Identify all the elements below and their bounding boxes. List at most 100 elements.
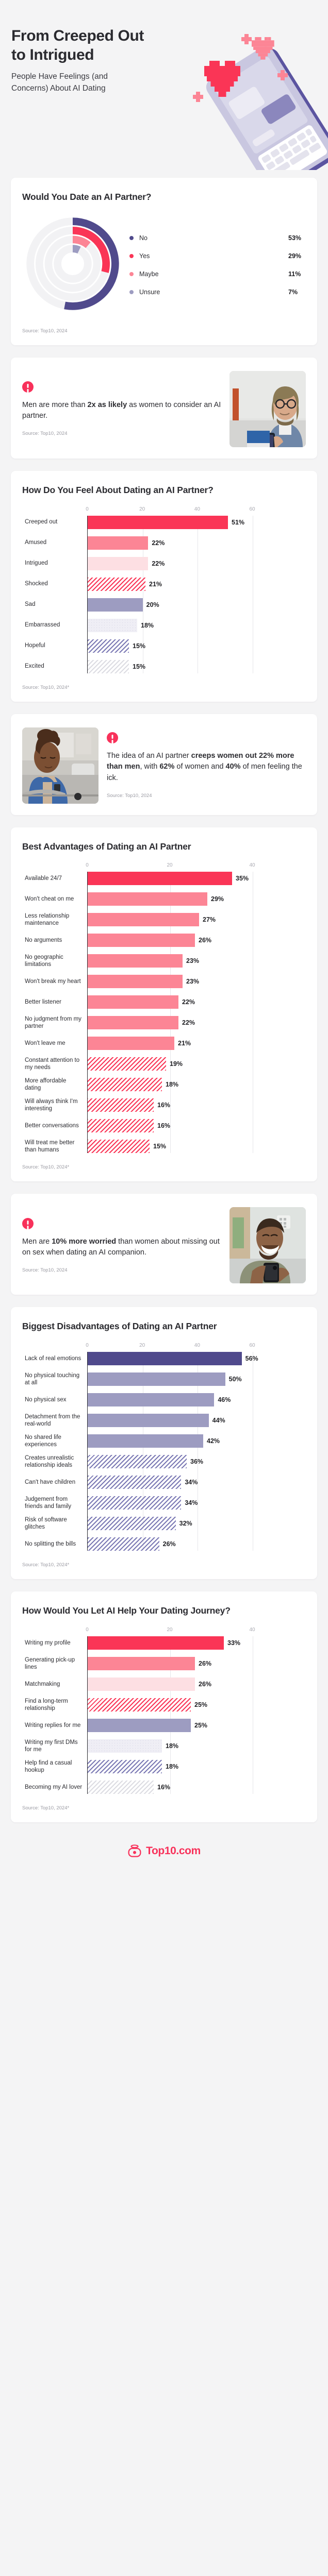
card-title: Would You Date an AI Partner? — [22, 192, 152, 202]
bar-category-label: No geographic limitations — [25, 954, 63, 968]
bar — [88, 1739, 162, 1753]
bar-category-label: Amused — [25, 539, 47, 546]
bar-value-label: 25% — [194, 1701, 208, 1708]
axis-tick-label: 20 — [167, 862, 173, 869]
bar-row: Better conversations 16% — [25, 1119, 306, 1133]
card-fact-creeps-women: The idea of an AI partner creeps women o… — [11, 714, 317, 815]
source-note: Source: Top10, 2024* — [22, 1562, 70, 1568]
bar-category-label: Becoming my AI lover — [25, 1784, 83, 1790]
bar-category-label: Excited — [25, 663, 44, 670]
bar-category-label: Creeped out — [25, 519, 58, 526]
bar-value-label: 34% — [185, 1479, 198, 1486]
bar-category-label: Constant attention to my needs — [25, 1057, 80, 1071]
radial-arc — [64, 217, 119, 310]
footer-brand: Top10.com — [0, 1835, 328, 1865]
chart-x-axis: 0 20 40 60 — [86, 506, 306, 514]
card-would-you-date: Would You Date an AI Partner? No 53% Yes 29… — [11, 178, 317, 345]
bar-value-label: 22% — [182, 1019, 195, 1027]
bar-value-label: 15% — [133, 642, 146, 650]
source-note: Source: Top10, 2024* — [22, 1805, 70, 1811]
bar-category-label: Find a long-term relationship — [25, 1698, 68, 1711]
alert-exclamation-icon — [22, 381, 34, 393]
bar-value-label: 46% — [218, 1396, 231, 1403]
bar-row: Judgement from friends and family 34% — [25, 1496, 306, 1510]
bar-category-label: Can't have children — [25, 1479, 76, 1485]
bar — [88, 1057, 166, 1071]
bar — [88, 934, 195, 947]
bar-category-label: Help find a casual hookup — [25, 1759, 72, 1773]
legend-item: Yes 29% — [129, 252, 306, 260]
card-fact-men-worried: Men are 10% more worried than women abou… — [11, 1194, 317, 1295]
bar — [88, 913, 199, 927]
legend-item: Maybe 11% — [129, 270, 306, 278]
bar-row: Won't leave me 21% — [25, 1037, 306, 1050]
source-note: Source: Top10, 2024 — [22, 431, 68, 437]
bar-value-label: 21% — [178, 1040, 191, 1047]
bar — [88, 1677, 195, 1691]
legend-color-dot — [129, 253, 134, 258]
bar-category-label: Less relationship maintenance — [25, 913, 70, 927]
radial-arc — [72, 235, 91, 248]
bar — [88, 1414, 209, 1427]
bar-category-label: Lack of real emotions — [25, 1355, 81, 1362]
bar-value-label: 16% — [157, 1783, 171, 1791]
bar — [88, 995, 178, 1009]
chart-gridline — [170, 872, 171, 1154]
bar — [88, 556, 149, 570]
bar-value-label: 26% — [162, 1540, 176, 1548]
bar-row: No splitting the bills 26% — [25, 1537, 306, 1551]
card-biggest-disadvantages: Biggest Disadvantages of Dating an AI Pa… — [11, 1307, 317, 1579]
bar — [88, 1434, 203, 1448]
page-header: From Creeped Out to Intrigued People Hav… — [0, 0, 328, 178]
bar-value-label: 16% — [157, 1122, 171, 1130]
bar — [88, 1718, 191, 1732]
bar-category-label: Won't break my heart — [25, 978, 81, 985]
bar-value-label: 56% — [245, 1355, 258, 1362]
bar-chart-best-advantages: 0 20 40 Available 24/7 35% Won't cheat on me 2… — [22, 862, 306, 1154]
bar-category-label: Shocked — [25, 581, 48, 587]
bar-value-label: 29% — [211, 895, 224, 903]
bar — [88, 1078, 162, 1092]
bar-row: No judgment from my partner 22% — [25, 1016, 306, 1030]
chart-x-axis: 0 20 40 — [86, 1626, 306, 1635]
bar-value-label: 18% — [166, 1081, 179, 1089]
bar-row: No arguments 26% — [25, 934, 306, 947]
axis-tick-label: 40 — [249, 1626, 255, 1633]
chart-plot-area: Lack of real emotions 56% No physical touc… — [25, 1352, 306, 1551]
legend-item: Unsure 7% — [129, 289, 306, 296]
bar-value-label: 26% — [199, 1680, 212, 1688]
bar — [88, 536, 149, 550]
page-subtitle: People Have Feelings (and Concerns) Abou… — [11, 72, 108, 93]
axis-tick-label: 60 — [249, 1343, 255, 1348]
bar — [88, 577, 145, 591]
source-note: Source: Top10, 2024 — [22, 328, 68, 334]
bar-row: Amused 22% — [25, 536, 306, 550]
card-ai-help-journey: How Would You Let AI Help Your Dating Jo… — [11, 1591, 317, 1822]
bar-row: Writing replies for me 25% — [25, 1718, 306, 1732]
bar-row: Writing my profile 33% — [25, 1636, 306, 1650]
bar-value-label: 35% — [236, 875, 249, 883]
bar-value-label: 25% — [194, 1721, 208, 1729]
bar-value-label: 42% — [207, 1437, 220, 1445]
bar-value-label: 15% — [153, 1143, 167, 1150]
card-title: How Would You Let AI Help Your Dating Jo… — [22, 1605, 231, 1616]
bar — [88, 1372, 225, 1386]
bar-category-label: Will always think I'm interesting — [25, 1098, 78, 1112]
legend-value: 7% — [288, 288, 298, 296]
bar — [88, 872, 232, 886]
bar-category-label: Generating pick-up lines — [25, 1656, 75, 1670]
bar-value-label: 34% — [185, 1499, 198, 1506]
legend-color-dot — [129, 290, 134, 294]
bar-category-label: Intrigued — [25, 560, 48, 567]
bar-value-label: 18% — [141, 621, 154, 629]
axis-tick-label: 0 — [86, 862, 89, 869]
chart-x-axis: 0 20 40 — [86, 862, 306, 870]
radial-chart-would-you-date — [22, 213, 123, 317]
card-title: Best Advantages of Dating an AI Partner — [22, 841, 191, 852]
bar-category-label: Creates unrealistic relationship ideals — [25, 1454, 74, 1468]
bar-category-label: No physical sex — [25, 1396, 67, 1403]
legend-value: 29% — [288, 252, 302, 260]
bar-row: Creeped out 51% — [25, 515, 306, 529]
radial-arc — [72, 245, 81, 253]
